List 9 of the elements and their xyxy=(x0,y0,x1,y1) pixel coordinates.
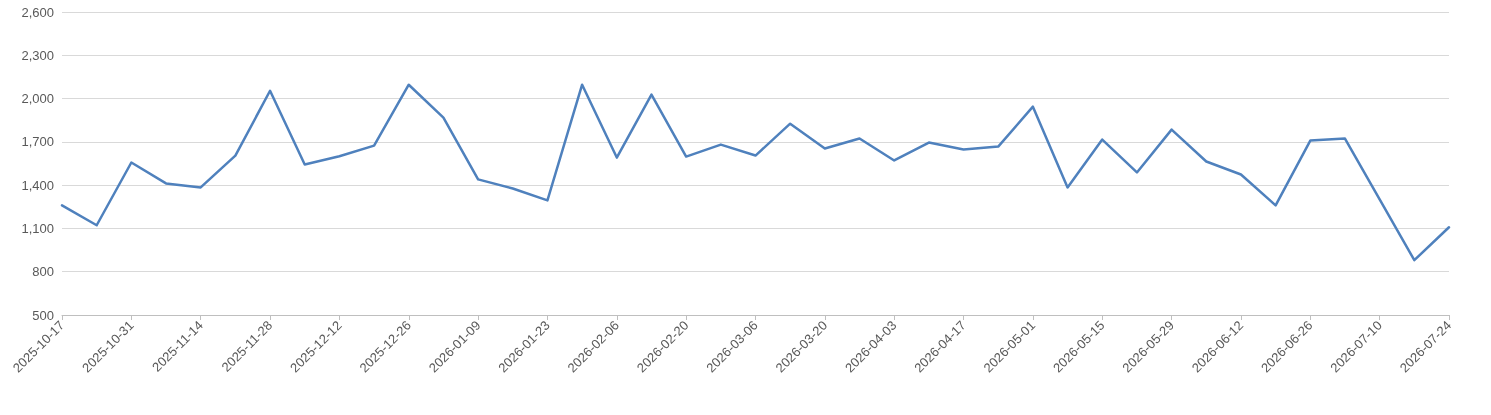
y-tick-label: 2,600 xyxy=(21,4,54,20)
y-tick-label: 2,300 xyxy=(21,47,54,63)
line-series xyxy=(60,83,1451,262)
y-tick-label: 800 xyxy=(32,264,54,280)
y-tick-label: 1,700 xyxy=(21,134,54,150)
y-tick-label: 1,400 xyxy=(21,177,54,193)
y-tick-label: 1,100 xyxy=(21,220,54,236)
y-tick-label: 2,000 xyxy=(21,91,54,107)
y-tick-label: 500 xyxy=(32,307,54,323)
